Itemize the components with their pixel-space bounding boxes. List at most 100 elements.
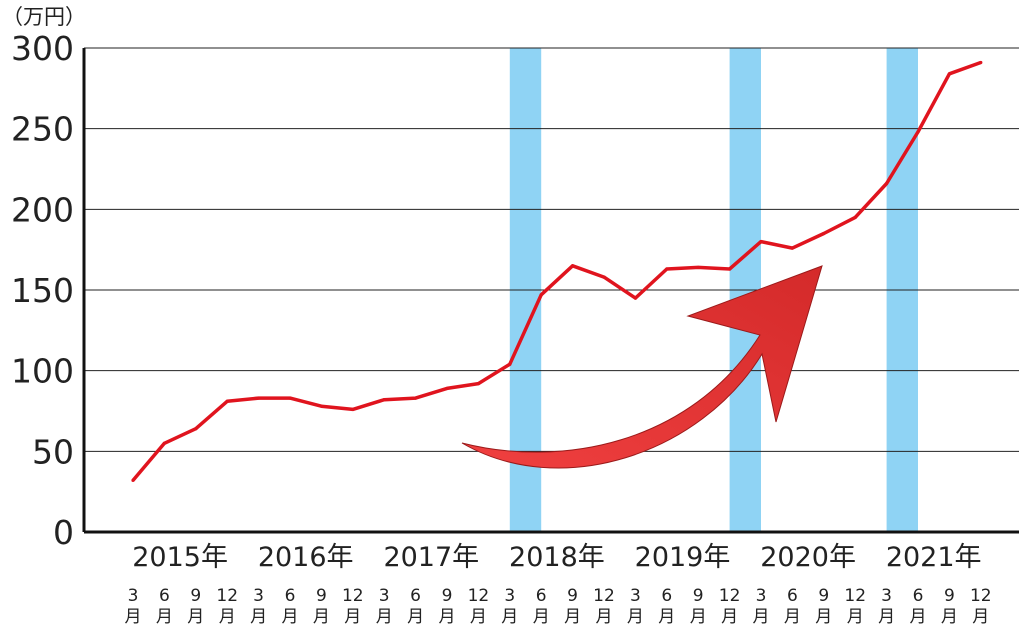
month-unit-label: 月	[533, 607, 550, 627]
month-label: 6	[913, 586, 924, 606]
month-label: 6	[410, 586, 421, 606]
year-label: 2019年	[635, 542, 731, 573]
month-unit-label: 月	[376, 607, 393, 627]
month-label: 3	[253, 586, 264, 606]
data-point	[288, 396, 292, 400]
y-tick-label: 50	[32, 432, 74, 471]
data-point	[414, 396, 418, 400]
data-point	[131, 478, 135, 482]
month-unit-label: 月	[219, 607, 236, 627]
month-unit-label: 月	[564, 607, 581, 627]
data-point	[665, 267, 669, 271]
month-unit-label: 月	[972, 607, 989, 627]
series-line	[131, 60, 982, 482]
month-label: 12	[342, 586, 364, 606]
y-tick-label: 300	[11, 29, 74, 68]
month-unit-label: 月	[815, 607, 832, 627]
month-label: 3	[379, 586, 390, 606]
month-label: 9	[442, 586, 453, 606]
month-unit-label: 月	[125, 607, 142, 627]
month-unit-label: 月	[878, 607, 895, 627]
data-point	[351, 407, 355, 411]
year-label: 2020年	[760, 542, 856, 573]
year-label: 2018年	[509, 542, 605, 573]
month-label: 12	[844, 586, 866, 606]
data-point	[916, 130, 920, 134]
month-unit-label: 月	[282, 607, 299, 627]
month-unit-label: 月	[470, 607, 487, 627]
month-label: 3	[881, 586, 892, 606]
year-label: 2021年	[886, 542, 982, 573]
y-tick-label: 100	[11, 352, 74, 391]
month-label: 12	[593, 586, 615, 606]
month-label: 6	[159, 586, 170, 606]
data-point	[162, 441, 166, 445]
month-unit-label: 月	[407, 607, 424, 627]
axes	[82, 48, 1019, 534]
month-unit-label: 月	[501, 607, 518, 627]
data-point	[885, 181, 889, 186]
month-unit-label: 月	[847, 607, 864, 627]
year-label: 2017年	[383, 542, 479, 573]
data-point	[571, 264, 575, 268]
data-point	[947, 72, 952, 76]
month-unit-label: 月	[313, 607, 330, 627]
y-axis-ticks: 0 50 100 150 200 250 300	[11, 29, 74, 552]
data-point	[853, 215, 857, 219]
gridlines	[84, 47, 1019, 452]
month-label: 3	[630, 586, 641, 606]
month-unit-label: 月	[596, 607, 613, 627]
data-point	[225, 399, 229, 403]
trend-arrow-shape	[461, 265, 823, 469]
month-label: 9	[316, 586, 327, 606]
month-label: 9	[190, 586, 201, 606]
month-label: 6	[661, 586, 672, 606]
month-label: 9	[944, 586, 955, 606]
month-label: 9	[567, 586, 578, 606]
month-unit-label: 月	[250, 607, 267, 627]
month-label: 9	[818, 586, 829, 606]
data-point	[508, 362, 512, 366]
month-unit-label: 月	[187, 607, 204, 627]
data-point	[759, 240, 763, 244]
x-axis-labels: 2015年 2016年 2017年 2018年 2019年 2020年 2021年3月6月9…	[125, 542, 992, 627]
month-label: 12	[970, 586, 992, 606]
y-axis-unit-label: （万円）	[2, 5, 86, 29]
month-label: 6	[787, 586, 798, 606]
y-tick-label: 250	[11, 110, 74, 149]
month-label: 12	[719, 586, 741, 606]
month-unit-label: 月	[658, 607, 675, 627]
data-point	[633, 296, 638, 300]
data-point	[602, 275, 606, 279]
series-lines	[131, 60, 983, 482]
year-label: 2016年	[258, 542, 354, 573]
data-point	[539, 293, 543, 297]
trend-arrow-icon	[461, 265, 823, 469]
data-point	[319, 404, 323, 408]
data-point	[822, 231, 826, 236]
month-unit-label: 月	[721, 607, 738, 627]
month-label: 6	[285, 586, 296, 606]
y-tick-label: 0	[53, 513, 74, 552]
data-point	[979, 60, 983, 65]
y-tick-label: 150	[11, 271, 74, 310]
month-unit-label: 月	[784, 607, 801, 627]
month-label: 9	[693, 586, 704, 606]
month-unit-label: 月	[627, 607, 644, 627]
month-label: 12	[216, 586, 238, 606]
year-label: 2015年	[132, 542, 228, 573]
data-point	[790, 246, 795, 250]
month-unit-label: 月	[344, 607, 361, 627]
month-label: 3	[128, 586, 139, 606]
data-point	[382, 398, 386, 402]
data-point	[476, 381, 480, 386]
month-unit-label: 月	[690, 607, 707, 627]
month-unit-label: 月	[941, 607, 958, 627]
data-point	[445, 386, 449, 391]
data-point	[728, 267, 732, 271]
data-point	[194, 427, 198, 431]
month-label: 6	[536, 586, 547, 606]
month-label: 12	[468, 586, 490, 606]
data-point	[257, 396, 261, 400]
